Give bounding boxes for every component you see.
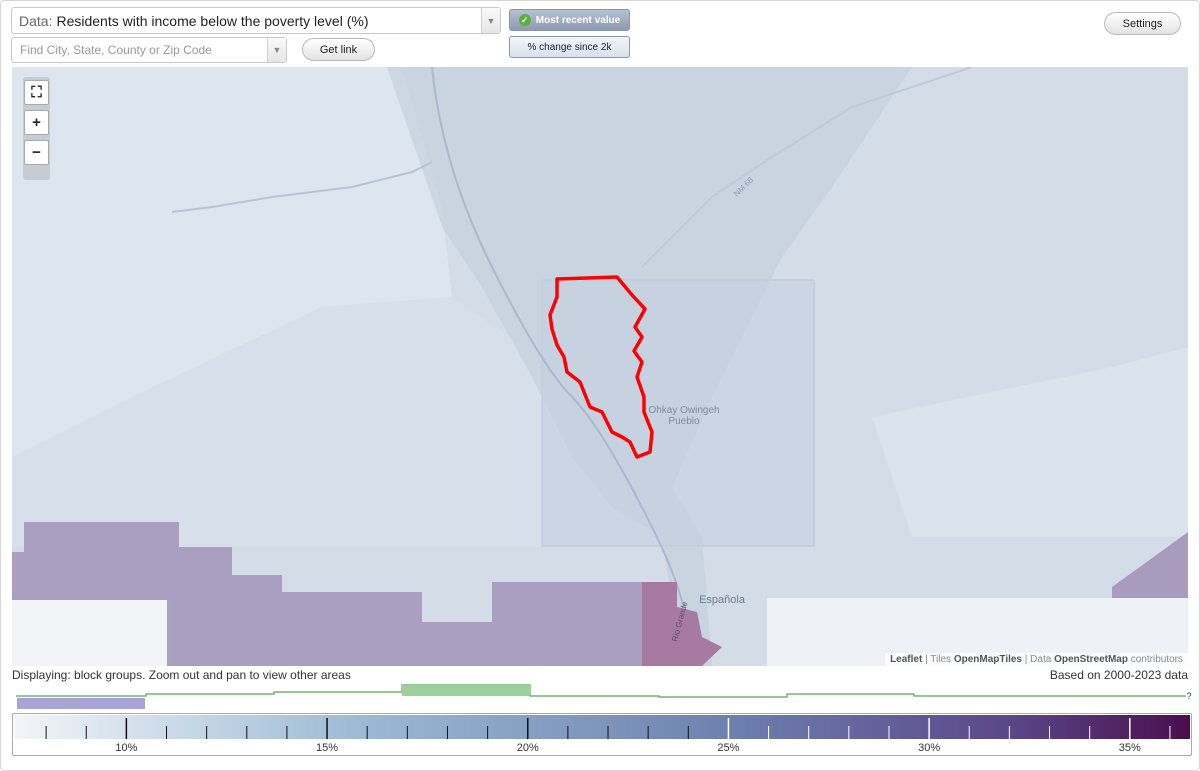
contributors-label: contributors (1130, 654, 1183, 665)
river-valley (387, 67, 912, 666)
tiles-label: Tiles (930, 654, 952, 665)
data-label: Data (1030, 654, 1052, 665)
checkmark-icon: ✓ (518, 14, 531, 26)
legend-tick-label: 15% (316, 742, 338, 754)
block-group-magenta-espanola (642, 582, 722, 666)
block-group-purple-sw (12, 522, 642, 666)
legend-scale: 10% 15% 20% 25% 30% 35% (14, 715, 1190, 754)
most-recent-label: Most recent value (535, 14, 621, 26)
bg-white-se (767, 598, 1188, 666)
most-recent-toggle[interactable]: ✓ Most recent value (509, 9, 630, 31)
legend-tick-label: 30% (918, 742, 940, 754)
legend-tick-label: 10% (115, 742, 137, 754)
chevron-down-icon[interactable]: ▼ (481, 8, 500, 33)
displaying-status: Displaying: block groups. Zoom out and p… (12, 668, 351, 682)
histogram-line (16, 684, 1186, 698)
legend-gradient (14, 715, 1190, 739)
fullscreen-icon[interactable]: ⛶ (24, 80, 49, 105)
location-search[interactable]: ▼ (11, 37, 287, 63)
region-light-west (12, 67, 452, 457)
data-select[interactable]: Data: Residents with income below the po… (11, 7, 501, 34)
stream (171, 161, 433, 213)
histogram-bar-current (17, 698, 145, 709)
histogram-bar-peak (402, 685, 530, 696)
change-since-2k-toggle[interactable]: % change since 2k (509, 36, 630, 58)
map-canvas: Ohkay Owingeh Pueblo Española NM 68 Rio … (12, 67, 1188, 666)
zoom-out-icon[interactable]: − (24, 140, 49, 165)
map-attribution: Leaflet | Tiles OpenMapTiles | Data Open… (885, 653, 1188, 666)
legend-tick-label: 25% (717, 742, 739, 754)
histogram-unknown-label: ? (1186, 691, 1191, 701)
osm-link[interactable]: OpenStreetMap (1054, 654, 1128, 665)
based-on-note: Based on 2000-2023 data (1049, 668, 1188, 682)
place-label-ohkay: Ohkay Owingeh (648, 405, 719, 416)
color-legend: 10% 15% 20% 25% 30% 35% (12, 713, 1192, 756)
river (431, 67, 689, 666)
data-select-value: Residents with income below the poverty … (56, 12, 369, 29)
legend-tick-label: 20% (517, 742, 539, 754)
zoom-in-icon[interactable]: + (24, 110, 49, 135)
map-view[interactable]: Ohkay Owingeh Pueblo Española NM 68 Rio … (12, 67, 1188, 666)
legend-tick-label: 35% (1119, 742, 1141, 754)
region-plain (12, 297, 552, 547)
road-ne (641, 67, 973, 268)
place-label-espanola: Española (699, 594, 746, 606)
region-light-east (872, 347, 1188, 537)
selected-area-outline[interactable] (548, 275, 654, 459)
zoom-controls: ⛶ + − (23, 77, 50, 180)
tiles-link[interactable]: OpenMapTiles (953, 654, 1022, 665)
block-group-purple-se (1112, 532, 1188, 598)
place-label-pueblo: Pueblo (668, 416, 700, 427)
get-link-button[interactable]: Get link (302, 38, 375, 61)
search-input[interactable] (12, 38, 262, 62)
settings-button[interactable]: Settings (1104, 12, 1181, 35)
leaflet-link[interactable]: Leaflet (890, 654, 923, 665)
bg-white-sw (12, 600, 172, 666)
histogram: ? (16, 684, 1192, 709)
chevron-down-icon[interactable]: ▼ (267, 38, 286, 62)
data-select-label: Data: (19, 12, 53, 29)
